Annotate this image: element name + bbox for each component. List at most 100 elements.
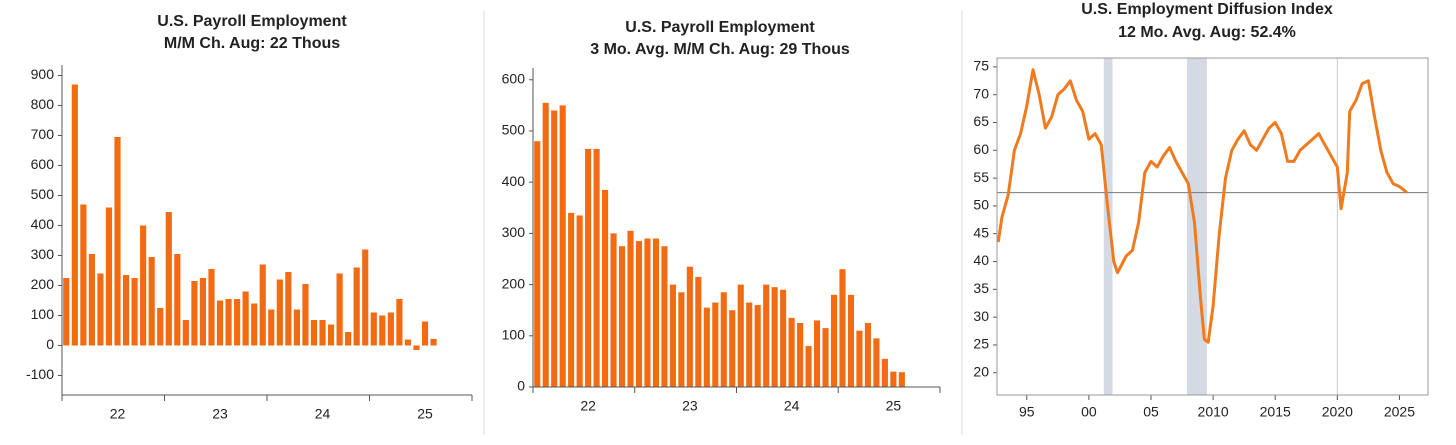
bar [327, 324, 335, 346]
y-tick-label: 500 [31, 186, 55, 202]
y-tick-label: 100 [502, 326, 526, 342]
bar [890, 371, 897, 387]
bar [576, 215, 583, 387]
y-tick-label: 45 [973, 224, 989, 240]
bar [251, 303, 258, 346]
y-tick-label: -100 [26, 366, 54, 382]
bar [627, 230, 634, 387]
bar [618, 246, 626, 387]
bar [293, 309, 300, 346]
bar [268, 309, 275, 346]
chart-title: U.S. Payroll Employment [157, 13, 347, 30]
bar [396, 299, 403, 346]
y-tick-label: 20 [973, 363, 989, 379]
bar [635, 241, 643, 387]
bar [805, 346, 812, 387]
chart-subtitle: 12 Mo. Avg. Aug: 52.4% [1118, 24, 1296, 41]
x-tick-label: 95 [1019, 404, 1035, 420]
bar [720, 292, 727, 387]
y-tick-label: 700 [31, 126, 55, 142]
x-tick-label: 25 [417, 406, 433, 422]
bar [771, 287, 778, 387]
x-tick-label: 24 [784, 398, 800, 414]
y-tick-label: 600 [502, 70, 526, 86]
bar [729, 310, 736, 387]
bar [97, 273, 104, 346]
bar [353, 267, 360, 346]
bar [661, 246, 668, 387]
bar [610, 233, 617, 387]
plot-frame [996, 57, 1429, 396]
bar [421, 321, 429, 346]
bar [182, 320, 189, 346]
bar [114, 137, 121, 346]
bar [847, 294, 855, 387]
bar [551, 110, 558, 387]
bar [644, 238, 651, 387]
bar [585, 148, 592, 387]
bar [165, 212, 172, 346]
series-line [996, 68, 1408, 344]
x-tick-label: 24 [315, 406, 331, 422]
y-tick-label: 50 [973, 197, 989, 213]
bar [593, 148, 600, 387]
y-tick-label: 600 [31, 156, 55, 172]
bar [285, 272, 292, 346]
y-tick-label: 25 [973, 336, 989, 352]
y-tick-label: 75 [973, 58, 989, 74]
bar [379, 315, 386, 346]
y-tick-label: 900 [31, 66, 55, 82]
bar [703, 307, 710, 387]
bar [559, 105, 566, 387]
bar [319, 320, 326, 346]
y-tick-label: 300 [502, 224, 526, 240]
bar [830, 294, 838, 387]
bar [568, 212, 575, 387]
y-tick-label: 400 [502, 173, 526, 189]
x-tick-label: 00 [1081, 404, 1097, 420]
bar [63, 278, 70, 346]
bar [678, 292, 685, 387]
bar [80, 204, 87, 346]
chart-subtitle: 3 Mo. Avg. M/M Ch. Aug: 29 Thous [590, 41, 850, 58]
bar [302, 284, 309, 346]
y-tick-label: 40 [973, 252, 989, 268]
bar [797, 322, 804, 387]
x-tick-label: 2020 [1322, 404, 1353, 420]
bar [131, 278, 138, 346]
chart-title: U.S. Payroll Employment [625, 19, 815, 36]
bar [542, 102, 549, 388]
x-tick-label: 22 [580, 398, 596, 414]
y-tick-label: 60 [973, 141, 989, 157]
y-tick-label: 35 [973, 280, 989, 296]
bar [813, 320, 821, 387]
bar [157, 308, 164, 346]
bar [780, 289, 787, 387]
bar [345, 332, 352, 346]
bar [822, 328, 829, 387]
bar [788, 317, 795, 387]
recession-band [1103, 58, 1113, 395]
bar [864, 322, 871, 387]
bar [387, 312, 394, 346]
bar [208, 269, 215, 346]
bar [105, 207, 113, 346]
bar [336, 273, 343, 346]
y-tick-label: 55 [973, 169, 989, 185]
bar [898, 372, 905, 387]
bar [71, 84, 78, 346]
x-tick-label: 22 [110, 406, 126, 422]
bar [259, 264, 266, 346]
bar [140, 225, 147, 346]
bar [148, 257, 155, 346]
bar [242, 291, 249, 346]
bar [754, 305, 761, 387]
bar [225, 299, 232, 346]
bar [122, 275, 130, 346]
y-tick-label: 400 [31, 216, 55, 232]
bar [191, 281, 198, 346]
x-tick-label: 2025 [1384, 404, 1415, 420]
y-tick-label: 0 [517, 378, 525, 394]
y-tick-label: 70 [973, 85, 989, 101]
bar [310, 320, 318, 346]
